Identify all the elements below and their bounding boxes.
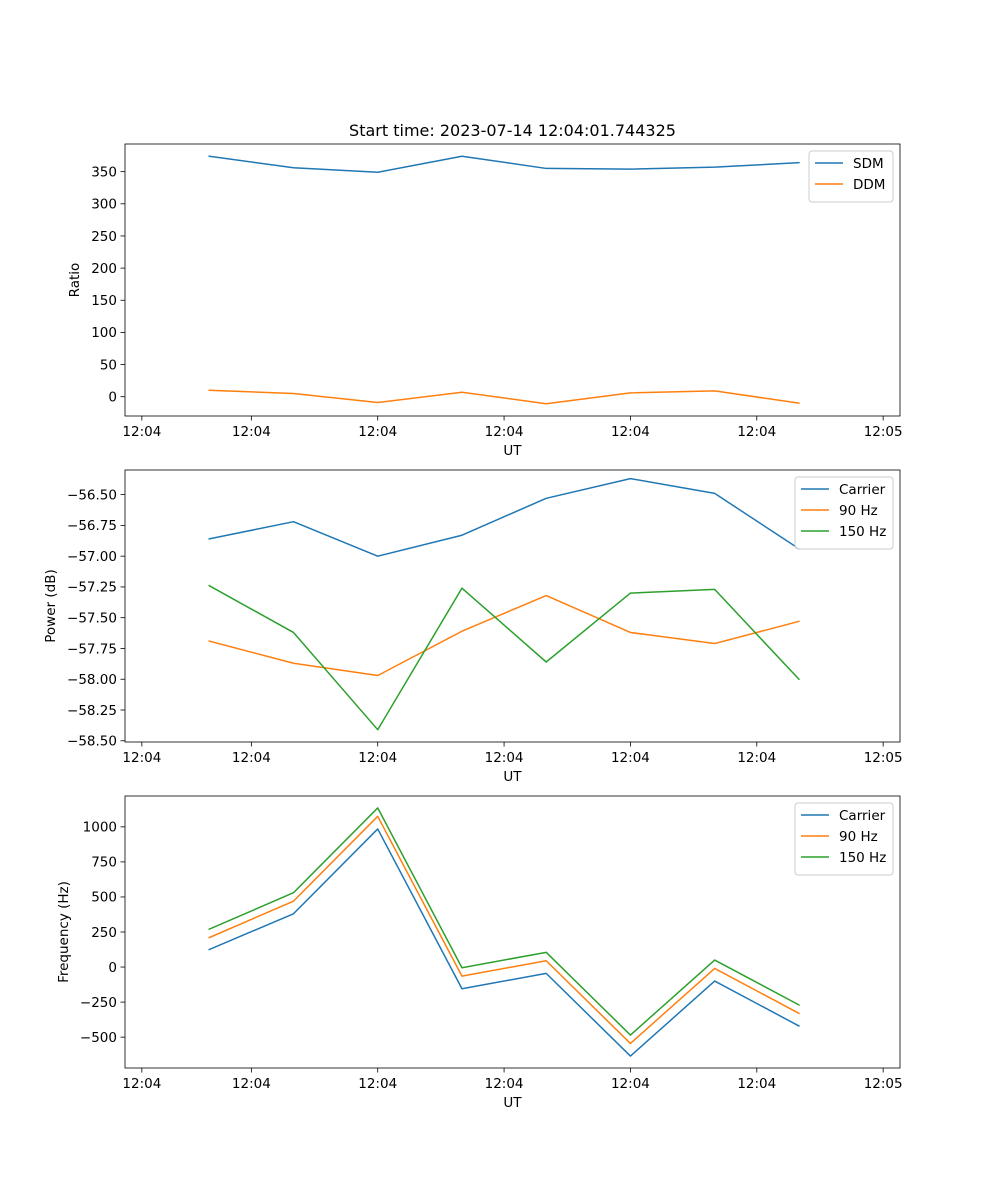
chart-1-legend-label: DDM [853,177,885,193]
chart-3-legend: Carrier 90 Hz 150 Hz [794,802,894,876]
chart-2-y-tick-label: −58.50 [67,734,117,750]
chart-2-x-tick-label: 12:04 [358,750,397,766]
chart-3-x-tick-label: 12:04 [232,1076,271,1092]
chart-2-x-tick-label: 12:05 [864,750,903,766]
chart-1-y-tick-label: 0 [108,390,117,406]
chart-2-legend-label: Carrier [839,482,886,498]
chart-1-y-tick-label: 350 [91,164,117,180]
chart-3-series-90-hz-line [208,815,800,1045]
chart-1: Start time: 2023-07-14 12:04:01.744325 12… [67,121,902,459]
chart-2-y-tick-label: −57.00 [67,549,117,565]
chart-1-y-tick-label: 200 [91,261,117,277]
chart-2-y-tick-label: −58.00 [67,672,117,688]
chart-2-y-tick-label: −57.75 [67,641,117,657]
chart-2-y-tick-label: −57.25 [67,580,117,596]
chart-2-legend-label: 90 Hz [839,503,878,519]
chart-3-series-carrier-line [208,828,800,1057]
chart-3-legend-label: 150 Hz [839,850,886,866]
chart-2-series-90-hz-line [208,594,800,677]
chart-1-y-tick-label: 300 [91,197,117,213]
chart-1-series-ddm-line [208,389,800,405]
chart-2-y-tick-label: −57.50 [67,610,117,626]
chart-3-y-tick-label: 250 [91,925,117,941]
chart-1-x-tick-label: 12:04 [122,424,161,440]
chart-1-y-tick-label: 50 [100,357,117,373]
chart-1-y-tick-label: 150 [91,293,117,309]
chart-3-x-tick-label: 12:04 [611,1076,650,1092]
chart-3-y-tick-label: −250 [80,995,117,1011]
chart-3-x-tick-label: 12:04 [122,1076,161,1092]
chart-2-y-axis-label: Power (dB) [43,569,59,642]
chart-1-x-axis-label: UT [503,443,522,459]
chart-2-x-tick-label: 12:04 [232,750,271,766]
chart-2-y-tick-label: −56.50 [67,487,117,503]
chart-1-axes-frame [124,143,901,417]
chart-2-axes-frame [124,469,901,743]
chart-2-x-tick-label: 12:04 [485,750,524,766]
chart-1-x-tick-label: 12:04 [485,424,524,440]
chart-1-x-tick-label: 12:05 [864,424,903,440]
chart-3-x-tick-label: 12:04 [737,1076,776,1092]
chart-3-x-tick-label: 12:04 [485,1076,524,1092]
chart-1-y-tick-label: 100 [91,325,117,341]
chart-1-x-tick-label: 12:04 [232,424,271,440]
chart-1-legend-label: SDM [853,156,884,172]
chart-1-x-tick-label: 12:04 [737,424,776,440]
chart-3-x-axis-label: UT [503,1095,522,1111]
chart-2-x-tick-label: 12:04 [737,750,776,766]
chart-3-y-axis-label: Frequency (Hz) [56,881,72,983]
chart-2: 12:04 12:04 12:04 12:04 12:04 12:04 12:05 UT −58… [43,469,903,785]
chart-3-legend-label: Carrier [839,808,886,824]
chart-2-x-tick-label: 12:04 [122,750,161,766]
chart-1-y-tick-label: 250 [91,229,117,245]
chart-2-y-tick-label: −58.25 [67,703,117,719]
chart-2-series-150-hz-line [208,584,800,731]
chart-1-title: Start time: 2023-07-14 12:04:01.744325 [349,121,676,140]
chart-2-legend: Carrier 90 Hz 150 Hz [794,476,894,550]
chart-3-y-tick-label: −500 [80,1030,117,1046]
chart-1-series-sdm-line [208,155,800,174]
chart-2-series-carrier-line [208,477,800,557]
chart-3: 12:04 12:04 12:04 12:04 12:04 12:04 12:05 UT −50… [56,795,903,1111]
chart-2-x-axis-label: UT [503,769,522,785]
chart-2-legend-label: 150 Hz [839,524,886,540]
chart-3-legend-label: 90 Hz [839,829,878,845]
chart-3-series-150-hz-line [208,807,800,1036]
chart-1-legend: SDM DDM [808,150,894,203]
chart-3-x-tick-label: 12:05 [864,1076,903,1092]
charts-container: Start time: 2023-07-14 12:04:01.744325 12… [43,121,903,1111]
chart-3-y-tick-label: 500 [91,890,117,906]
chart-3-y-tick-label: 0 [108,960,117,976]
chart-2-x-tick-label: 12:04 [611,750,650,766]
chart-1-x-tick-label: 12:04 [358,424,397,440]
chart-1-x-tick-label: 12:04 [611,424,650,440]
chart-2-y-tick-label: −56.75 [67,518,117,534]
chart-3-y-tick-label: 1000 [83,820,117,836]
chart-1-y-axis-label: Ratio [67,263,83,298]
chart-3-x-tick-label: 12:04 [358,1076,397,1092]
chart-3-y-tick-label: 750 [91,855,117,871]
